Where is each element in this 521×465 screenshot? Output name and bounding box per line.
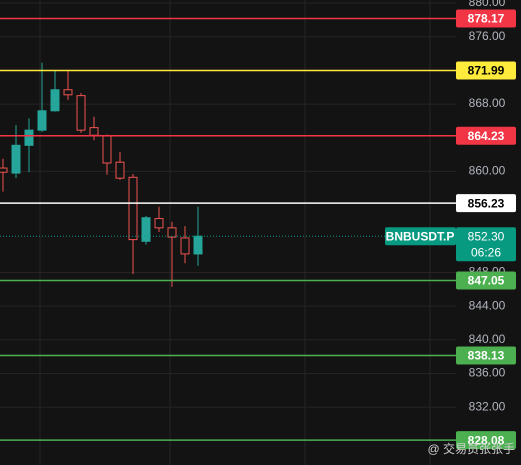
candle-body xyxy=(167,227,177,238)
level-label: 878.17 xyxy=(468,12,505,26)
level-label: 838.13 xyxy=(468,349,505,363)
y-tick-label: 832.00 xyxy=(469,399,506,413)
level-label-box xyxy=(456,194,516,213)
y-tick-label: 836.00 xyxy=(469,366,506,380)
last-price-box xyxy=(456,227,516,262)
candle-body xyxy=(50,89,60,112)
candle-body xyxy=(11,144,21,174)
watermark: @ 交易员张张手 xyxy=(427,441,515,456)
candle-body xyxy=(128,176,138,241)
candle-body xyxy=(24,129,34,146)
level-label: 847.05 xyxy=(468,274,505,288)
countdown-label: 06:26 xyxy=(471,245,501,259)
y-tick-label: 868.00 xyxy=(469,96,506,110)
level-label-box xyxy=(456,271,516,290)
level-label: 828.08 xyxy=(468,433,505,447)
candle-body xyxy=(154,218,164,229)
candle-body xyxy=(180,237,190,255)
candle-body xyxy=(76,95,86,131)
level-label-box xyxy=(456,61,516,80)
symbol-box xyxy=(385,227,456,246)
candle-body xyxy=(102,135,112,164)
candle-body xyxy=(63,89,73,96)
level-label-box xyxy=(456,431,516,450)
y-tick-label: 880.00 xyxy=(469,0,506,9)
candle-body xyxy=(89,127,99,136)
y-tick-label: 844.00 xyxy=(469,298,506,312)
level-label: 856.23 xyxy=(468,196,505,210)
y-tick-label: 840.00 xyxy=(469,332,506,346)
level-label-box xyxy=(456,126,516,145)
candle-body xyxy=(0,167,8,173)
candle-body xyxy=(115,161,125,179)
last-price-label: 852.30 xyxy=(468,229,505,243)
candle-body xyxy=(141,217,151,242)
symbol-label: BNBUSDT.P xyxy=(386,229,455,243)
candle-body xyxy=(193,235,203,255)
candle-body xyxy=(37,110,47,131)
level-label: 871.99 xyxy=(468,64,505,78)
level-label-box xyxy=(456,346,516,365)
y-tick-label: 876.00 xyxy=(469,29,506,43)
level-label: 864.23 xyxy=(468,129,505,143)
y-tick-label: 860.00 xyxy=(469,164,506,178)
level-label-box xyxy=(456,9,516,28)
